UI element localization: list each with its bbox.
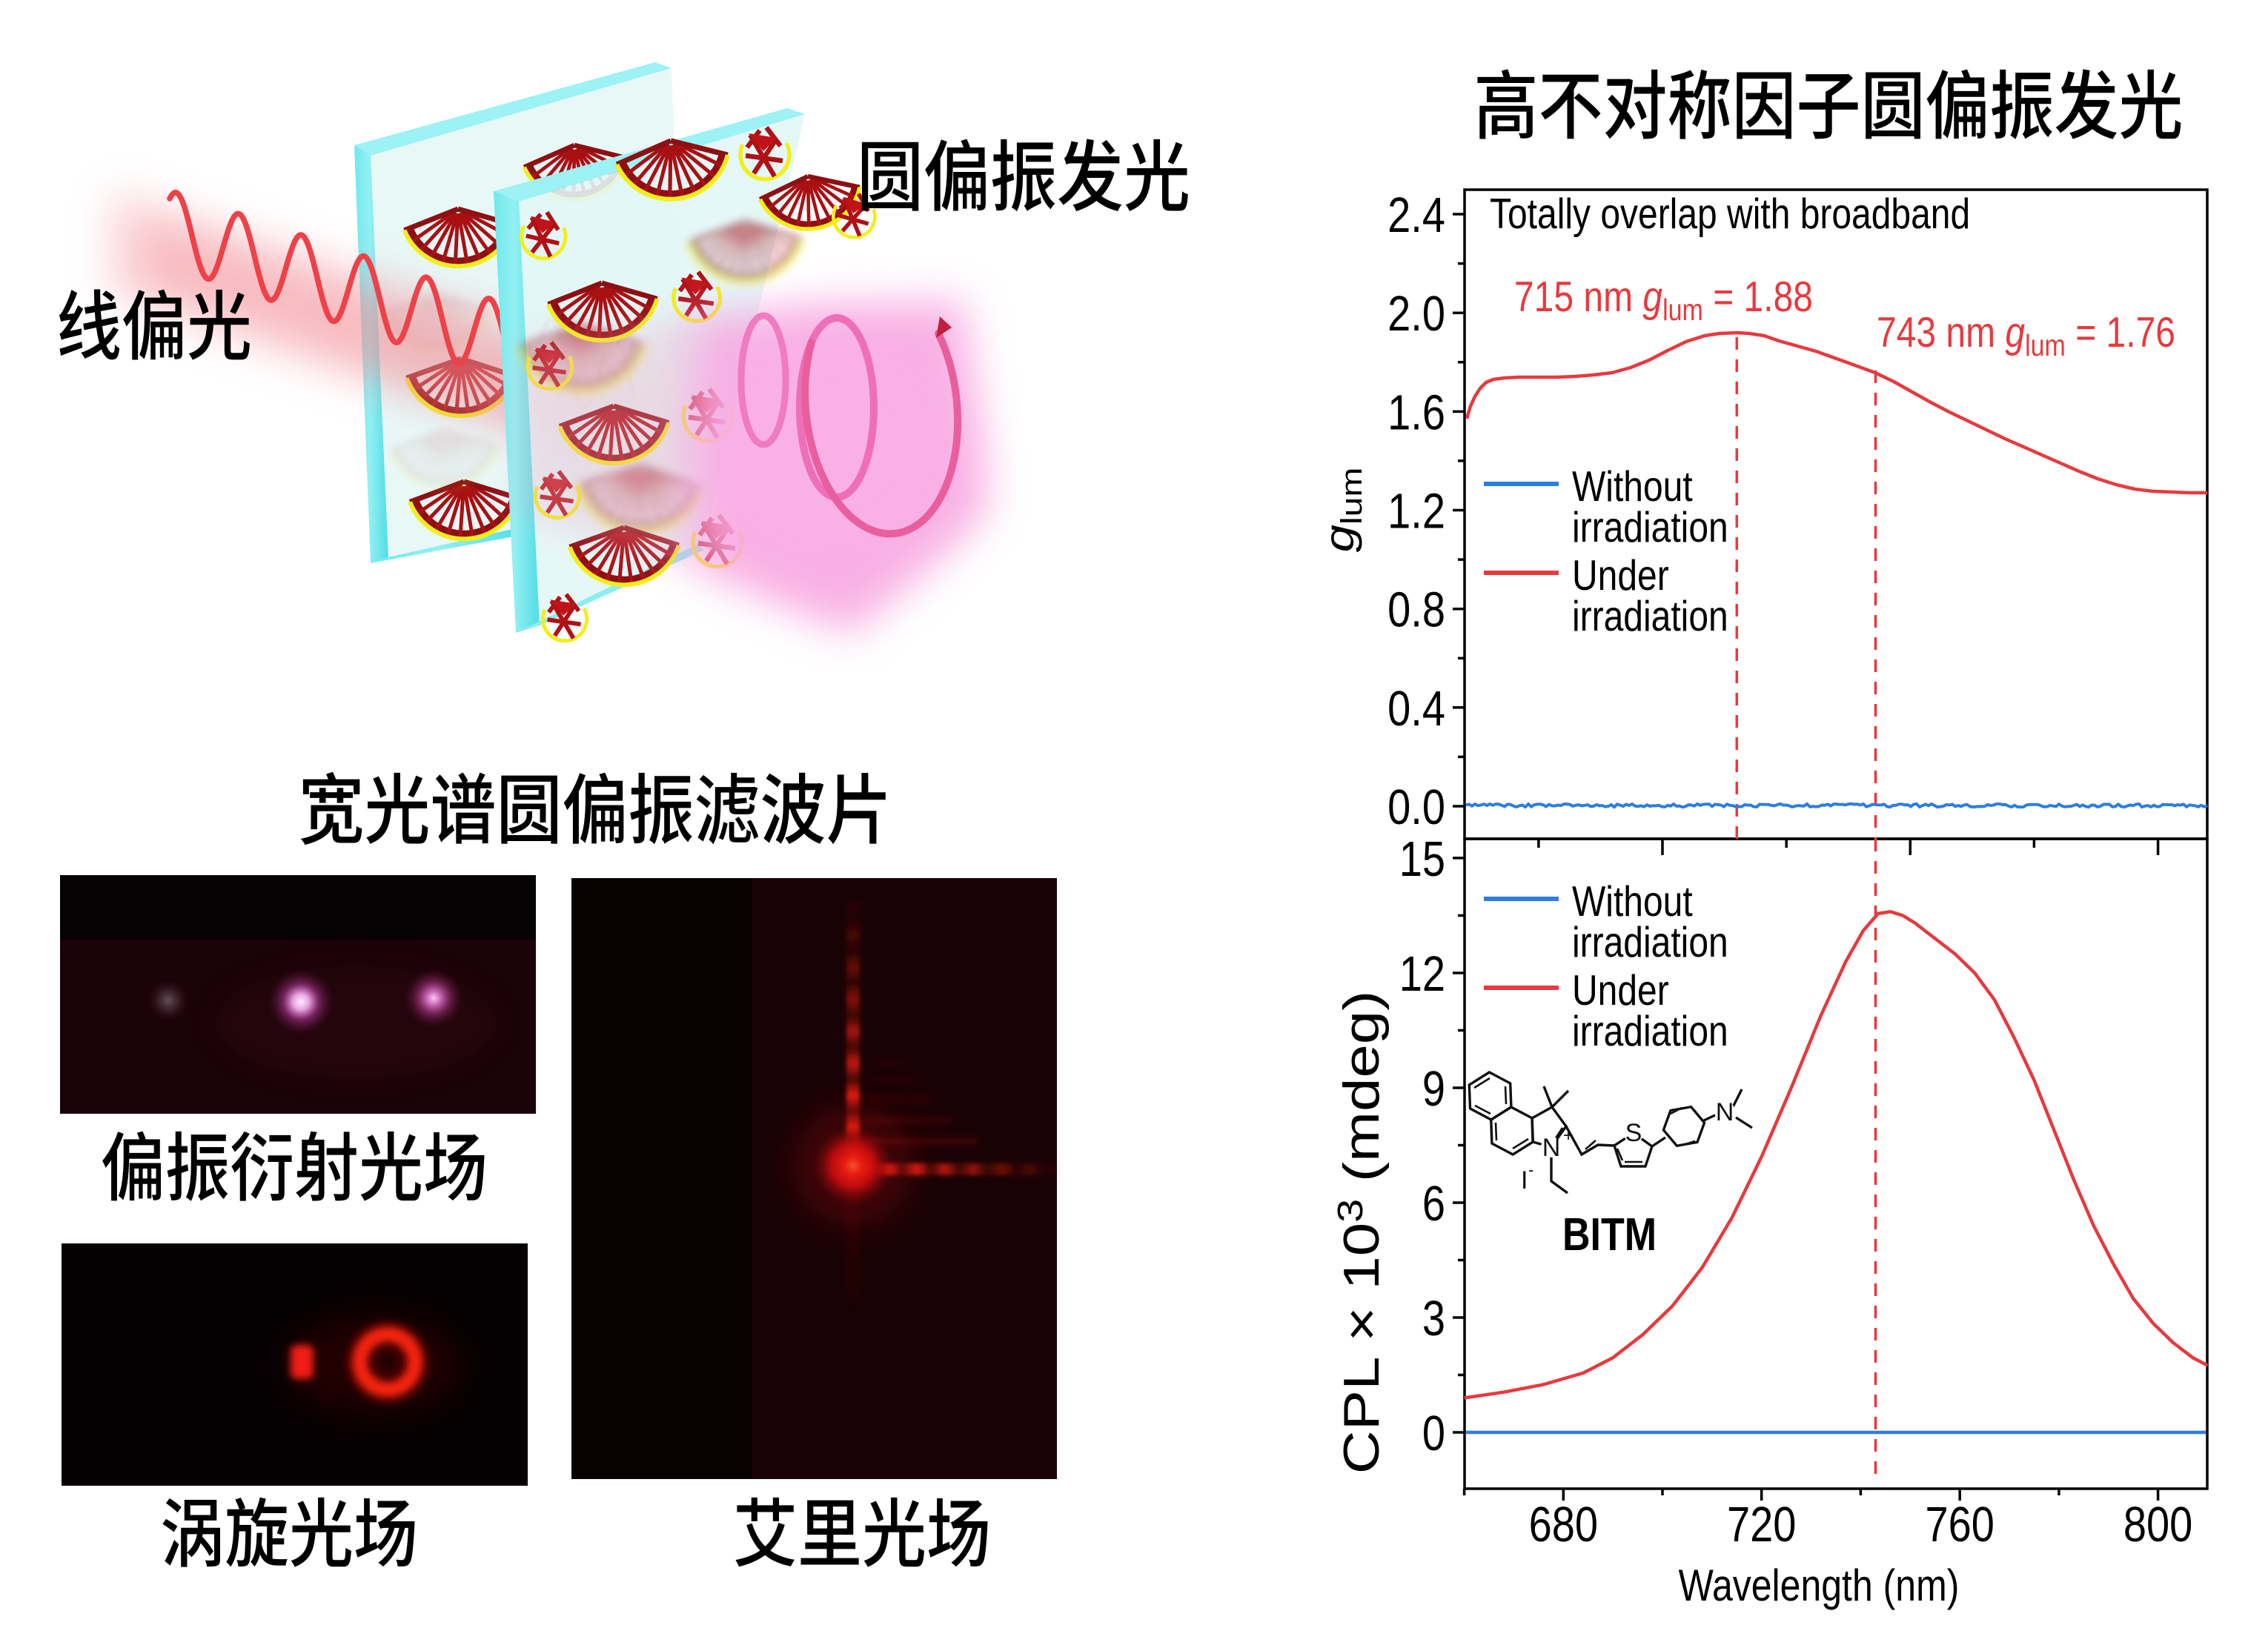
svg-text:N: N bbox=[1542, 1134, 1561, 1162]
svg-text:3: 3 bbox=[1422, 1291, 1445, 1346]
svg-text:BITM: BITM bbox=[1562, 1209, 1657, 1261]
svg-text:760: 760 bbox=[1925, 1497, 1994, 1552]
svg-text:-: - bbox=[1528, 1160, 1533, 1179]
svg-text:+: + bbox=[1563, 1126, 1574, 1146]
svg-text:Under: Under bbox=[1572, 967, 1669, 1014]
svg-text:800: 800 bbox=[2123, 1497, 2192, 1552]
svg-text:720: 720 bbox=[1727, 1497, 1796, 1552]
svg-text:6: 6 bbox=[1422, 1176, 1445, 1232]
svg-text:irradiation: irradiation bbox=[1572, 504, 1728, 551]
svg-text:glum: glum bbox=[1316, 468, 1368, 553]
svg-text:15: 15 bbox=[1399, 831, 1445, 887]
svg-text:N: N bbox=[1716, 1098, 1734, 1126]
svg-text:CPL × 103 (mdeg): CPL × 103 (mdeg) bbox=[1330, 991, 1389, 1475]
svg-text:Wavelength (nm): Wavelength (nm) bbox=[1679, 1561, 1960, 1610]
svg-text:Under: Under bbox=[1572, 552, 1669, 599]
svg-text:Without: Without bbox=[1572, 878, 1693, 926]
svg-text:2.0: 2.0 bbox=[1387, 286, 1445, 342]
svg-text:9: 9 bbox=[1422, 1061, 1445, 1117]
svg-text:Without: Without bbox=[1572, 463, 1693, 511]
svg-text:12: 12 bbox=[1399, 946, 1445, 1002]
svg-text:I: I bbox=[1521, 1166, 1528, 1195]
svg-text:0: 0 bbox=[1422, 1406, 1445, 1461]
svg-text:2.4: 2.4 bbox=[1387, 187, 1445, 243]
svg-text:0.8: 0.8 bbox=[1387, 582, 1445, 638]
svg-text:0.4: 0.4 bbox=[1387, 681, 1445, 737]
svg-text:irradiation: irradiation bbox=[1572, 593, 1728, 640]
svg-text:irradiation: irradiation bbox=[1572, 919, 1728, 966]
svg-text:S: S bbox=[1625, 1119, 1642, 1147]
svg-text:1.6: 1.6 bbox=[1387, 385, 1445, 441]
svg-text:1.2: 1.2 bbox=[1387, 484, 1445, 539]
svg-text:Totally overlap with broadband: Totally overlap with broadband bbox=[1490, 190, 1970, 238]
svg-text:715 nm glum = 1.88: 715 nm glum = 1.88 bbox=[1514, 273, 1813, 327]
svg-text:0.0: 0.0 bbox=[1387, 780, 1445, 835]
svg-text:irradiation: irradiation bbox=[1572, 1008, 1728, 1055]
svg-text:680: 680 bbox=[1529, 1497, 1598, 1552]
